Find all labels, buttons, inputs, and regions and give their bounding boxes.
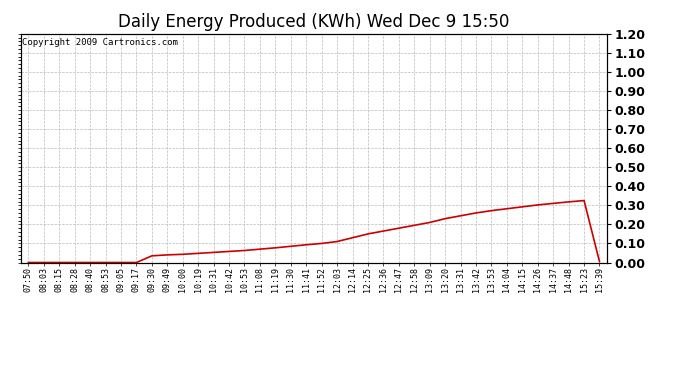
- Title: Daily Energy Produced (KWh) Wed Dec 9 15:50: Daily Energy Produced (KWh) Wed Dec 9 15…: [118, 13, 510, 31]
- Text: Copyright 2009 Cartronics.com: Copyright 2009 Cartronics.com: [22, 38, 178, 47]
